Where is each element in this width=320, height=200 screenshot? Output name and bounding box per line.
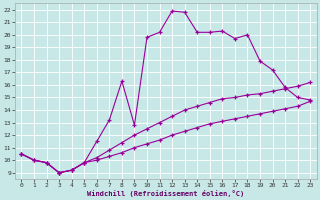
X-axis label: Windchill (Refroidissement éolien,°C): Windchill (Refroidissement éolien,°C) bbox=[87, 190, 244, 197]
